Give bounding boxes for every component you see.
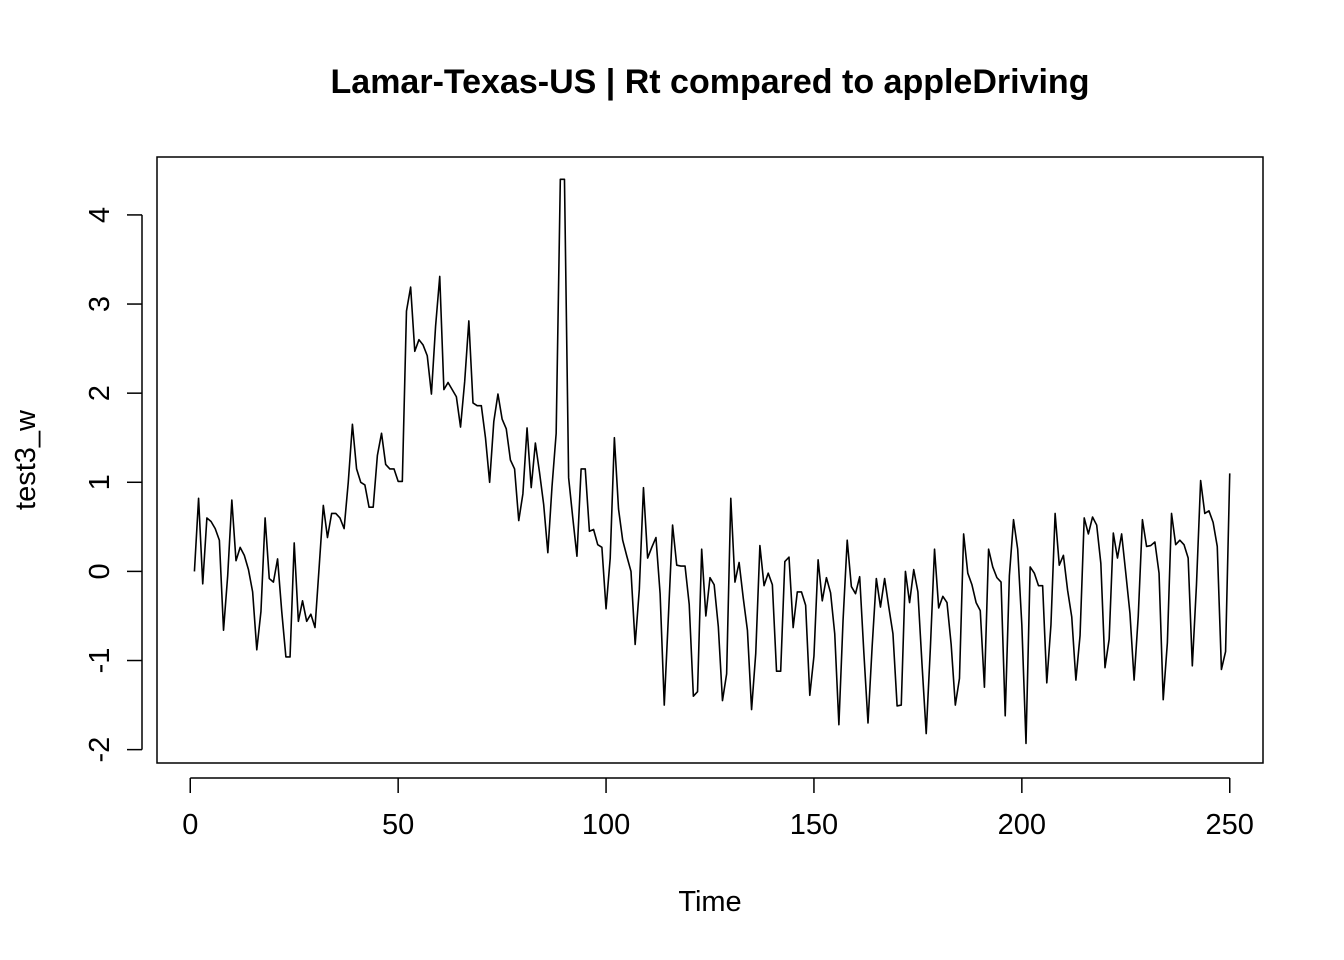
y-tick-label: 1 — [84, 474, 116, 490]
y-tick-label: 0 — [84, 563, 116, 579]
series-layer — [193, 178, 1231, 745]
x-tick-label: 200 — [998, 809, 1046, 841]
series-line — [193, 178, 1231, 745]
plot-frame — [156, 156, 1264, 764]
y-tick-label: 2 — [84, 385, 116, 401]
x-tick-label: 50 — [382, 809, 414, 841]
y-tick-label: -2 — [84, 737, 116, 763]
y-tick-label: -1 — [84, 648, 116, 674]
x-axis-label: Time — [678, 886, 741, 918]
y-tick-label: 3 — [84, 296, 116, 312]
y-axis-label: test3_w — [10, 409, 42, 510]
y-tick-label: 4 — [84, 207, 116, 223]
x-tick-label: 250 — [1206, 809, 1254, 841]
x-axis: 0 50 100 150 200 250 — [182, 777, 1254, 841]
x-tick-label: 150 — [790, 809, 838, 841]
x-tick-label: 100 — [582, 809, 630, 841]
x-tick-label: 0 — [182, 809, 198, 841]
chart-title: Lamar-Texas-US | Rt compared to appleDri… — [331, 63, 1090, 101]
y-axis: -2 -1 0 1 2 3 4 — [84, 207, 143, 763]
